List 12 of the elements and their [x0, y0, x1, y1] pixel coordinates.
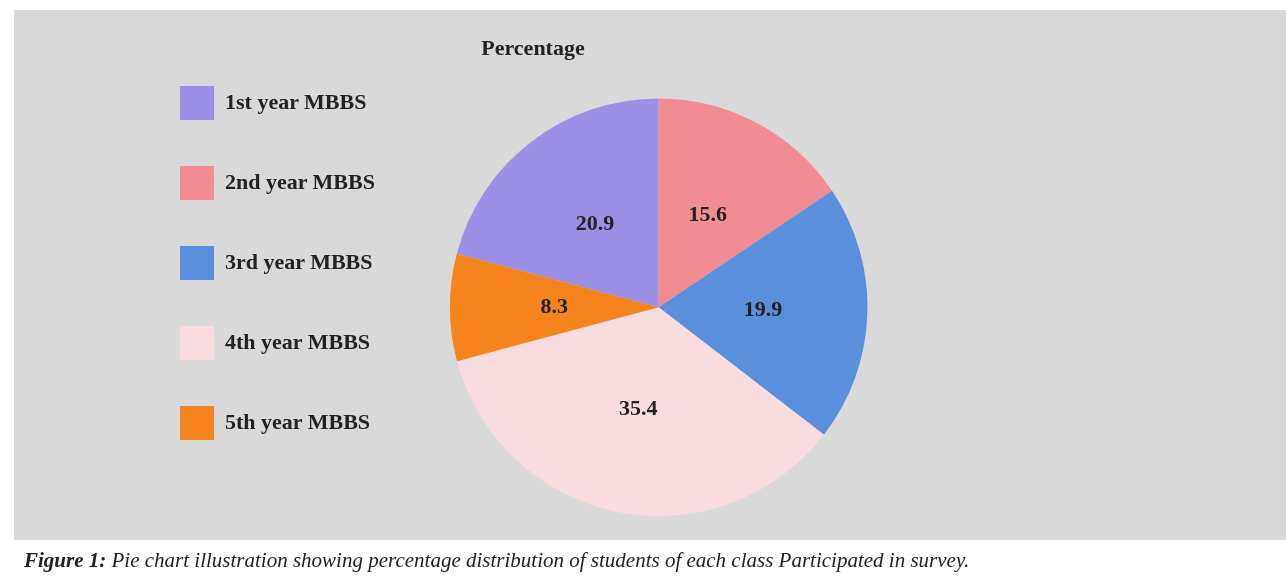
legend-label: 1st year MBBS [225, 88, 367, 114]
data-label: 20.9 [575, 210, 615, 236]
caption: Figure 1: Pie chart illustration showing percentage distribution of students of each class Participated in survey. [24, 548, 970, 572]
data-label: 8.3 [540, 293, 569, 319]
legend-label: 2nd year MBBS [225, 168, 375, 194]
data-label: 19.9 [743, 296, 783, 322]
data-label: 15.6 [688, 200, 728, 226]
chart-title: Percentage [481, 34, 585, 60]
data-label: 35.4 [618, 395, 658, 421]
legend-label: 3rd year MBBS [225, 248, 373, 274]
legend-label: 5th year MBBS [225, 408, 371, 434]
legend-label: 4th year MBBS [225, 328, 371, 354]
